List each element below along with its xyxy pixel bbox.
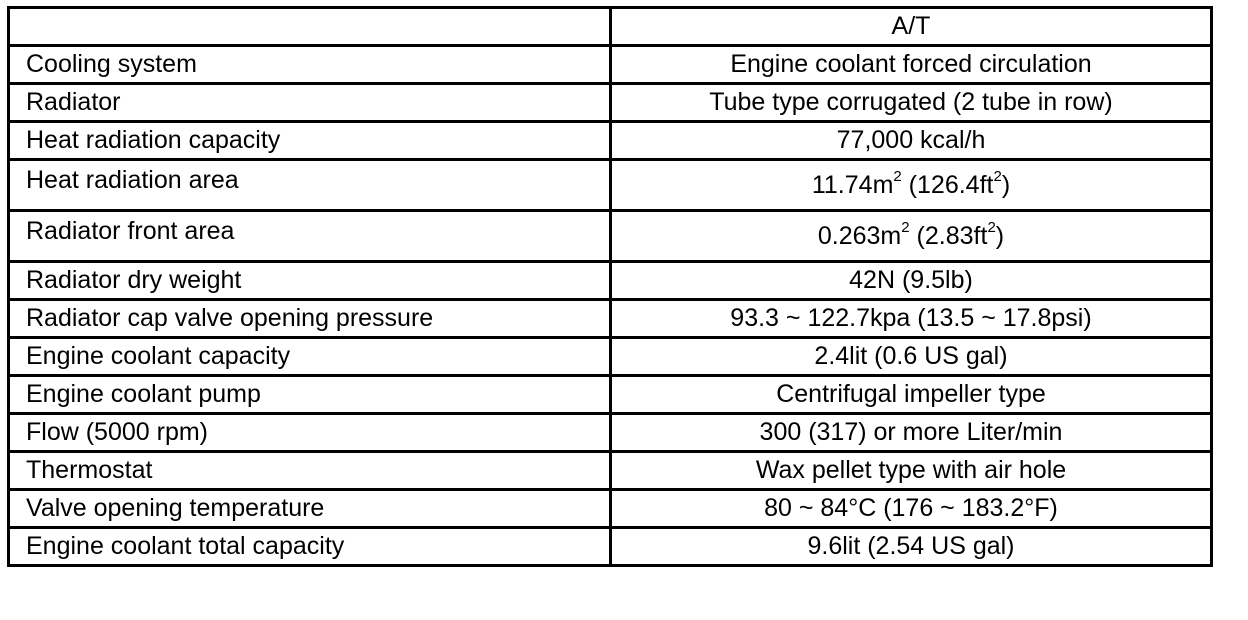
table-row: Radiator cap valve opening pressure 93.3… — [7, 298, 1213, 339]
table-row: Engine coolant total capacity 9.6lit (2.… — [7, 526, 1213, 567]
header-at-cell: A/T — [609, 6, 1213, 47]
header-row: A/T — [7, 6, 1213, 47]
row-label: Radiator cap valve opening pressure — [7, 298, 612, 339]
superscript: 2 — [893, 168, 902, 186]
table-row: Valve opening temperature 80 ~ 84°C (176… — [7, 488, 1213, 529]
row-value: Centrifugal impeller type — [609, 374, 1213, 415]
row-value: 300 (317) or more Liter/min — [609, 412, 1213, 453]
value-part: ) — [995, 221, 1005, 250]
superscript: 2 — [987, 219, 996, 237]
cooling-spec-table: A/T Cooling system Engine coolant forced… — [7, 6, 1213, 567]
row-label: Thermostat — [7, 450, 612, 491]
table-row: Radiator front area 0.263m2 (2.83ft2) — [7, 209, 1213, 263]
table-row: Heat radiation capacity 77,000 kcal/h — [7, 120, 1213, 161]
row-value: 0.263m2 (2.83ft2) — [609, 209, 1213, 263]
value-part: 11.74m — [811, 170, 894, 199]
row-label: Valve opening temperature — [7, 488, 612, 529]
row-value: 93.3 ~ 122.7kpa (13.5 ~ 17.8psi) — [609, 298, 1213, 339]
row-label: Cooling system — [7, 44, 612, 85]
value-part: 0.263m — [817, 221, 902, 250]
row-label: Engine coolant total capacity — [7, 526, 612, 567]
row-value: Tube type corrugated (2 tube in row) — [609, 82, 1213, 123]
row-value: 2.4lit (0.6 US gal) — [609, 336, 1213, 377]
row-value: 77,000 kcal/h — [609, 120, 1213, 161]
table-row: Radiator Tube type corrugated (2 tube in… — [7, 82, 1213, 123]
row-value: Engine coolant forced circulation — [609, 44, 1213, 85]
header-blank-cell — [7, 6, 612, 47]
table-row: Engine coolant capacity 2.4lit (0.6 US g… — [7, 336, 1213, 377]
value-part: (126.4ft — [901, 170, 994, 199]
row-value: 42N (9.5lb) — [609, 260, 1213, 301]
row-label: Heat radiation capacity — [7, 120, 612, 161]
table-row: Flow (5000 rpm) 300 (317) or more Liter/… — [7, 412, 1213, 453]
value-part: (2.83ft — [909, 221, 988, 250]
table-row: Engine coolant pump Centrifugal impeller… — [7, 374, 1213, 415]
row-label: Engine coolant capacity — [7, 336, 612, 377]
row-label: Heat radiation area — [7, 158, 612, 212]
row-label: Radiator front area — [7, 209, 612, 263]
row-value: 11.74m2 (126.4ft2) — [609, 158, 1213, 212]
row-value: 9.6lit (2.54 US gal) — [609, 526, 1213, 567]
row-value: 80 ~ 84°C (176 ~ 183.2°F) — [609, 488, 1213, 529]
row-label: Radiator dry weight — [7, 260, 612, 301]
table-row: Heat radiation area 11.74m2 (126.4ft2) — [7, 158, 1213, 212]
row-label: Engine coolant pump — [7, 374, 612, 415]
superscript: 2 — [993, 168, 1002, 186]
row-label: Radiator — [7, 82, 612, 123]
superscript: 2 — [901, 219, 910, 237]
row-label: Flow (5000 rpm) — [7, 412, 612, 453]
row-value: Wax pellet type with air hole — [609, 450, 1213, 491]
table-row: Thermostat Wax pellet type with air hole — [7, 450, 1213, 491]
value-part: ) — [1001, 170, 1011, 199]
table-row: Radiator dry weight 42N (9.5lb) — [7, 260, 1213, 301]
table-row: Cooling system Engine coolant forced cir… — [7, 44, 1213, 85]
